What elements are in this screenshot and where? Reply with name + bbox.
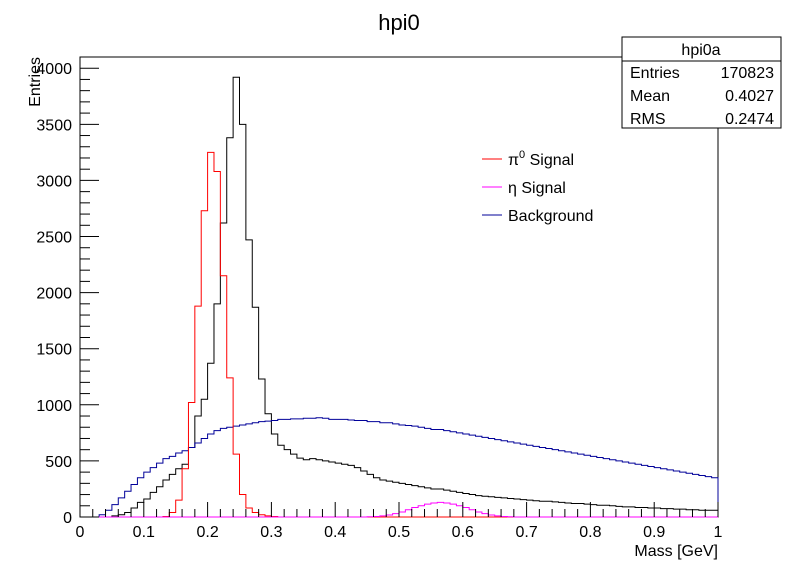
x-tick-label: 0.7: [515, 524, 537, 541]
stats-rms-value: 0.2474: [725, 111, 774, 128]
stats-box-frame: [621, 36, 782, 129]
stats-mean-label: Mean: [630, 88, 670, 105]
stats-entries-value: 170823: [721, 65, 774, 82]
histogram-eta_signal: [80, 501, 718, 518]
y-tick-label: 1000: [36, 398, 72, 415]
legend-label-eta: η Signal: [508, 180, 566, 197]
x-tick-label: 1: [714, 524, 723, 541]
x-tick-label: 0.3: [260, 524, 282, 541]
x-tick-label: 0.9: [643, 524, 665, 541]
x-tick-label: 0.6: [452, 524, 474, 541]
x-axis-label: Mass [GeV]: [634, 543, 718, 560]
legend[interactable]: π0 Signal η Signal Background: [482, 149, 593, 225]
legend-item-pi0-signal[interactable]: π0 Signal: [482, 149, 574, 169]
chart-title: hpi0: [378, 10, 420, 35]
y-tick-label: 2500: [36, 230, 72, 247]
y-tick-label: 2000: [36, 286, 72, 303]
x-tick-label: 0.4: [324, 524, 346, 541]
stats-entries-label: Entries: [630, 65, 680, 82]
ticks-layer: 0 0.1 0.2 0.3 0.4 0.5 0.6 0.7 0.8 0.9 1 0 500 1000 150…: [36, 56, 723, 541]
x-tick-label: 0.5: [388, 524, 410, 541]
y-tick-label: 1500: [36, 342, 72, 359]
legend-item-eta-signal[interactable]: η Signal: [482, 180, 566, 197]
y-tick-label: 0: [63, 510, 72, 527]
stats-rms-label: RMS: [630, 111, 666, 128]
x-tick-label: 0: [76, 524, 85, 541]
stats-box[interactable]: hpi0a Entries 170823 Mean 0.4027 RMS 0.2…: [621, 36, 782, 129]
y-tick-label: 3000: [36, 173, 72, 190]
x-tick-label: 0.8: [579, 524, 601, 541]
legend-item-background[interactable]: Background: [482, 208, 593, 225]
legend-label-pi0: π0 Signal: [508, 149, 574, 169]
stats-mean-value: 0.4027: [725, 88, 774, 105]
stats-box-name: hpi0a: [681, 42, 720, 59]
y-tick-label: 4000: [36, 61, 72, 78]
series-layer: [80, 76, 719, 518]
y-tick-label: 3500: [36, 117, 72, 134]
x-tick-label: 0.2: [196, 524, 218, 541]
y-axis-label: Entries: [27, 57, 44, 107]
x-tick-label: 0.1: [133, 524, 155, 541]
legend-label-background: Background: [508, 208, 593, 225]
y-tick-label: 500: [45, 454, 72, 471]
